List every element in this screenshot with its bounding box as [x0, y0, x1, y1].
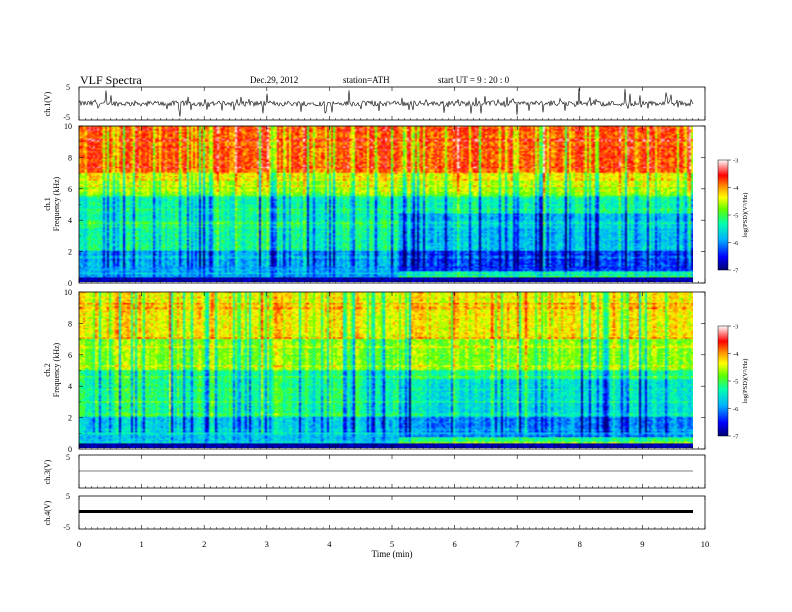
freq-tick-label: 6 — [68, 351, 72, 360]
ch1-panel-label: ch.1 — [43, 197, 52, 211]
colorbar-tick-label: -7 — [733, 434, 739, 441]
ch1-ylabel: ch.1(V) — [43, 91, 52, 116]
chart-title: VLF Spectra — [80, 73, 142, 87]
colorbar-tick-label: -6 — [733, 240, 739, 247]
ch2-colorbar — [717, 325, 729, 437]
time-axis-label: Time (min) — [372, 549, 413, 559]
ch2-freq-axis-label: Frequency (kHz) — [52, 342, 61, 397]
ch1-freq-axis-label: Frequency (kHz) — [52, 176, 61, 231]
time-tick-label: 5 — [390, 539, 394, 549]
time-tick-label: 4 — [327, 539, 332, 549]
colorbar-tick-label: -3 — [733, 158, 738, 165]
freq-tick-label: 2 — [68, 248, 72, 257]
colorbar-tick-label: -4 — [733, 185, 739, 192]
freq-tick-label: 4 — [68, 216, 72, 225]
ch4-waveform-panel: 5 -5 ch.4(V) — [43, 492, 706, 532]
time-tick-label: 10 — [701, 539, 710, 549]
colorbar-tick-label: -7 — [733, 268, 739, 275]
time-tick-label: 9 — [640, 539, 644, 549]
ch3-ytick-top: 5 — [66, 453, 70, 462]
freq-tick-label: 4 — [68, 382, 72, 391]
ch4-ytick-bottom: -5 — [63, 523, 70, 532]
freq-tick-label: 8 — [68, 153, 72, 162]
ch3-waveform-frame — [78, 454, 706, 489]
ch3-waveform-panel: 5 ch.3(V) — [43, 453, 706, 489]
time-tick-label: 2 — [202, 539, 206, 549]
ch3-ylabel: ch.3(V) — [43, 459, 52, 484]
ch1-colorbar-ticks: -3 -4 -5 -6 -7 — [728, 158, 739, 275]
colorbar-tick-label: -4 — [733, 351, 739, 358]
colorbar-tick-label: -3 — [733, 324, 738, 331]
time-tick-label: 7 — [515, 539, 519, 549]
ch2-freq-ticks: 0 2 4 6 8 10 — [64, 288, 705, 454]
colorbar-tick-label: -5 — [733, 379, 738, 386]
freq-tick-label: 0 — [68, 279, 72, 288]
time-axis: 0 1 2 3 4 5 6 7 8 9 10 — [77, 87, 709, 549]
freq-tick-label: 8 — [68, 319, 72, 328]
ch2-spectrogram-image — [79, 292, 693, 448]
time-tick-label: 1 — [139, 539, 143, 549]
freq-tick-label: 0 — [68, 445, 72, 454]
time-tick-label: 8 — [578, 539, 582, 549]
freq-tick-label: 6 — [68, 185, 72, 194]
freq-tick-label: 10 — [64, 122, 72, 131]
ch2-colorbar-label: log(PSD)(V²/Hz) — [742, 359, 749, 404]
date-label: Dec.29, 2012 — [250, 75, 299, 85]
ch1-waveform-trace — [78, 88, 694, 117]
start-time-label: start UT = 9 : 20 : 0 — [438, 75, 510, 85]
time-tick-label: 6 — [452, 539, 456, 549]
time-tick-label: 3 — [265, 539, 269, 549]
ch1-spectrogram-image — [79, 126, 693, 282]
freq-tick-label: 10 — [64, 288, 72, 297]
ch1-colorbar — [717, 159, 729, 271]
ch1-waveform-panel: 5 -5 ch.1(V) — [43, 83, 706, 122]
ch4-ylabel: ch.4(V) — [43, 500, 52, 525]
freq-tick-label: 2 — [68, 414, 72, 423]
ch1-ytick-bottom: -5 — [63, 113, 70, 122]
colorbar-tick-label: -6 — [733, 406, 739, 413]
colorbar-tick-label: -5 — [733, 213, 738, 220]
ch4-ytick-top: 5 — [66, 492, 70, 501]
ch1-colorbar-label: log(PSD)(V²/Hz) — [742, 193, 749, 238]
ch2-colorbar-ticks: -3 -4 -5 -6 -7 — [728, 324, 739, 441]
ch1-freq-ticks: 0 2 4 6 8 10 — [64, 122, 705, 288]
ch1-ytick-top: 5 — [66, 83, 70, 92]
ch4-waveform-trace — [79, 510, 693, 513]
station-label: station=ATH — [343, 75, 390, 85]
time-tick-label: 0 — [77, 539, 81, 549]
ch2-panel-label: ch.2 — [43, 363, 52, 377]
